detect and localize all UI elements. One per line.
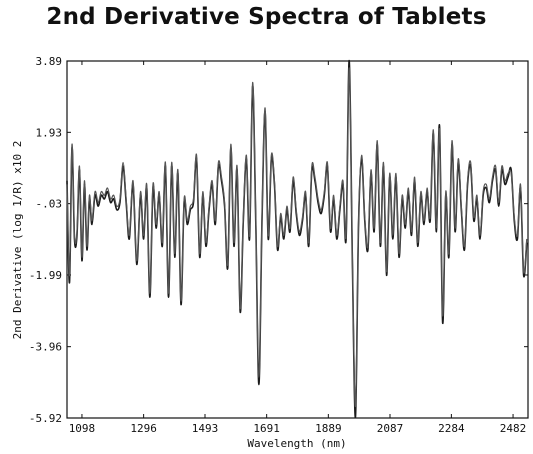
x-tick-label: 1098	[69, 422, 96, 435]
y-tick-label: -.03	[36, 198, 63, 211]
y-axis: 3.89 1.93 -.03 -1.99 -3.96 -5.92	[29, 55, 528, 425]
y-tick-label: -5.92	[29, 412, 62, 425]
x-tick-label: 2482	[500, 422, 527, 435]
y-tick-label: -1.99	[29, 269, 62, 282]
x-tick-label: 2087	[377, 422, 404, 435]
y-tick-label: 1.93	[36, 126, 63, 139]
y-tick-label: 3.89	[36, 55, 63, 68]
x-tick-label: 2284	[438, 422, 465, 435]
chart-title: 2nd Derivative Spectra of Tablets	[46, 4, 487, 30]
spectrum-series-line	[66, 67, 528, 407]
plot-frame	[66, 60, 529, 419]
series-layer	[66, 59, 528, 419]
y-axis-label: 2nd Derivative (log 1/R) x10 2	[11, 141, 24, 340]
x-axis: 1098 1296 1493 1691 1889 2087 2284 2482	[69, 61, 527, 435]
x-tick-label: 1493	[192, 422, 219, 435]
y-tick-label: -3.96	[29, 341, 62, 354]
x-axis-label: Wavelength (nm)	[247, 437, 346, 450]
x-tick-label: 1691	[253, 422, 280, 435]
x-tick-label: 1296	[130, 422, 157, 435]
x-tick-label: 1889	[315, 422, 342, 435]
